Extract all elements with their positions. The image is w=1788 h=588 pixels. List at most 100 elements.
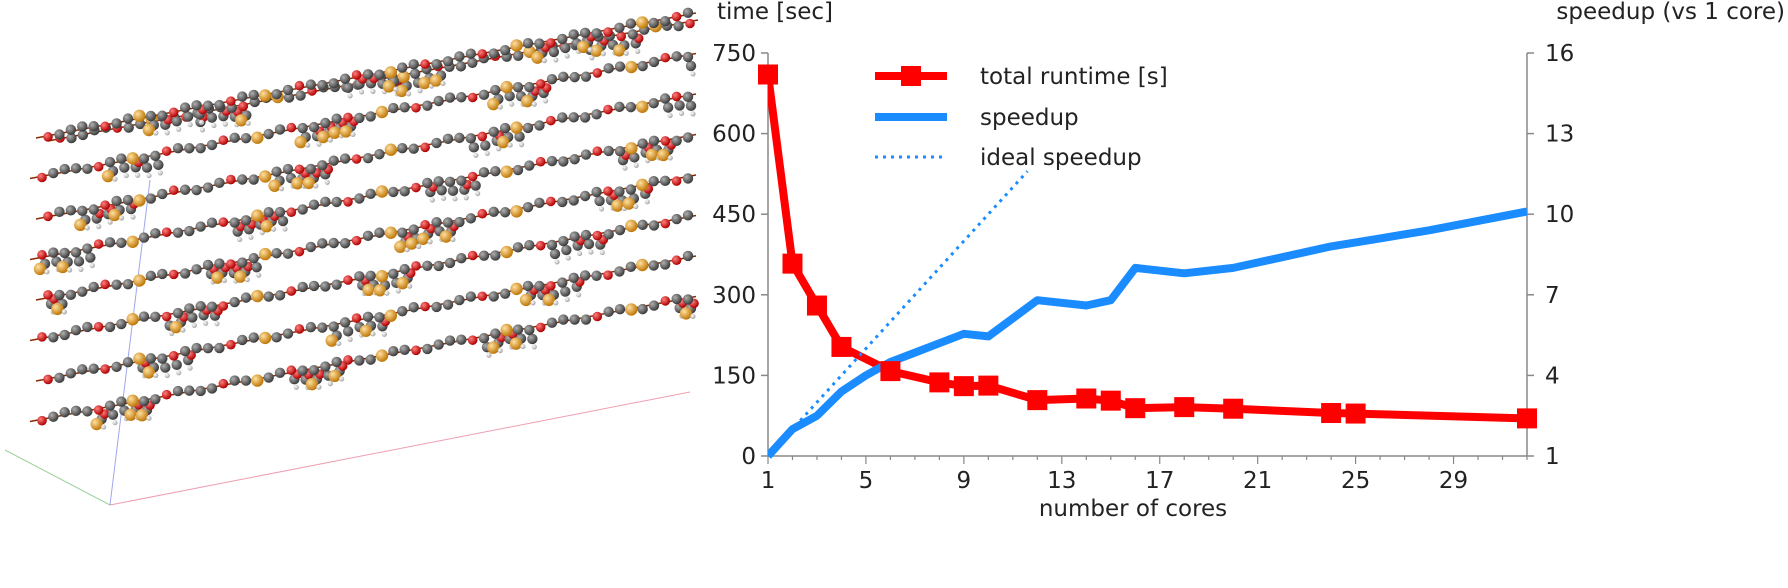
oxygen-atom: [592, 311, 603, 322]
carbon-atom: [248, 332, 259, 343]
carbon-atom: [444, 92, 456, 103]
carbon-atom: [397, 142, 408, 154]
metal-atom: [576, 40, 590, 54]
hydrogen-atom: [67, 267, 73, 273]
carbon-atom: [317, 79, 328, 91]
carbon-atom: [422, 100, 433, 111]
metal-atom: [418, 76, 431, 90]
carbon-atom: [65, 289, 77, 301]
metal-atom: [268, 179, 281, 192]
hydrogen-atom: [176, 370, 182, 376]
oxygen-atom: [671, 176, 682, 186]
carbon-atom: [282, 163, 294, 175]
metal-atom: [625, 219, 638, 233]
series-ideal-speedup: [768, 170, 1029, 458]
carbon-atom: [328, 237, 339, 249]
metal-atom: [625, 303, 638, 316]
oxygen-atom: [343, 197, 353, 207]
carbon-atom: [442, 133, 454, 145]
carbon-atom: [119, 162, 130, 173]
oxygen-atom: [420, 59, 430, 69]
oxygen-atom: [535, 156, 546, 167]
oxygen-atom: [294, 324, 305, 334]
hydrogen-atom: [305, 142, 311, 148]
metal-atom: [325, 334, 338, 347]
left-y-tick-label: 600: [712, 122, 756, 148]
metal-atom: [395, 84, 408, 98]
metal-atom: [294, 135, 307, 149]
carbon-atom: [546, 155, 558, 167]
carbon-atom: [77, 121, 88, 132]
hydrogen-atom: [507, 142, 513, 148]
carbon-atom: [308, 364, 320, 376]
metal-atom: [101, 169, 115, 183]
carbon-atom: [682, 7, 694, 19]
carbon-atom: [214, 177, 225, 188]
hydrogen-atom: [327, 381, 333, 387]
carbon-atom: [465, 48, 477, 59]
carbon-atom: [522, 201, 534, 213]
hydrogen-atom: [84, 225, 90, 231]
carbon-atom: [397, 227, 408, 238]
carbon-atom: [274, 367, 286, 379]
hydrogen-atom: [589, 55, 595, 61]
hydrogen-atom: [370, 331, 376, 337]
hydrogen-atom: [203, 320, 209, 326]
metal-atom: [636, 178, 649, 192]
chart-legend: total runtime [s] speedup ideal speedup: [875, 64, 1168, 171]
carbon-atom: [263, 372, 274, 383]
metal-atom: [500, 245, 513, 259]
metal-atom: [679, 307, 693, 320]
carbon-atom: [524, 160, 535, 171]
x-tick-label: 13: [1047, 468, 1076, 494]
carbon-atom: [320, 196, 331, 208]
carbon-atom: [150, 150, 161, 162]
carbon-atom: [184, 303, 195, 314]
metal-atom: [56, 260, 69, 274]
carbon-atom: [546, 317, 558, 328]
carbon-atom: [560, 286, 571, 297]
atom-chain: [35, 250, 697, 385]
carbon-atom: [282, 84, 294, 96]
carbon-atom: [488, 126, 499, 137]
carbon-atom: [583, 238, 595, 250]
oxygen-atom: [37, 415, 47, 426]
carbon-atom: [122, 113, 134, 124]
carbon-atom: [465, 291, 477, 302]
oxygen-atom: [660, 52, 671, 63]
oxygen-atom: [603, 270, 613, 280]
metal-atom: [500, 323, 513, 337]
carbon-atom: [305, 241, 317, 253]
hydrogen-atom: [101, 424, 107, 430]
hydrogen-atom: [518, 142, 525, 148]
carbon-atom: [648, 135, 660, 146]
atom-chain: [29, 210, 697, 343]
carbon-atom: [431, 59, 442, 70]
carbon-atom: [274, 124, 286, 135]
carbon-atom: [468, 142, 480, 153]
oxygen-atom: [592, 68, 603, 78]
hydrogen-atom: [633, 162, 639, 168]
hydrogen-atom: [61, 309, 68, 315]
carbon-atom: [614, 224, 626, 236]
hydrogen-atom: [339, 376, 345, 382]
carbon-atom: [85, 252, 96, 263]
hydrogen-atom: [530, 300, 536, 306]
metal-atom: [375, 270, 389, 283]
carbon-atom: [388, 268, 399, 280]
hydrogen-atom: [473, 152, 479, 158]
carbon-atom: [480, 140, 491, 151]
hydrogen-atom: [452, 196, 458, 202]
carbon-atom: [184, 143, 195, 154]
metal-atom: [133, 194, 146, 207]
x-axis-title: number of cores: [1039, 496, 1227, 522]
ideal-speedup-line: [768, 170, 1029, 458]
metal-atom: [657, 148, 670, 162]
oxygen-atom: [43, 374, 53, 385]
carbon-atom: [591, 28, 602, 39]
oxygen-atom: [294, 246, 305, 257]
metal-atom: [396, 276, 409, 290]
hydrogen-atom: [588, 249, 594, 255]
hydrogen-atom: [622, 165, 628, 171]
metal-atom: [613, 44, 626, 57]
